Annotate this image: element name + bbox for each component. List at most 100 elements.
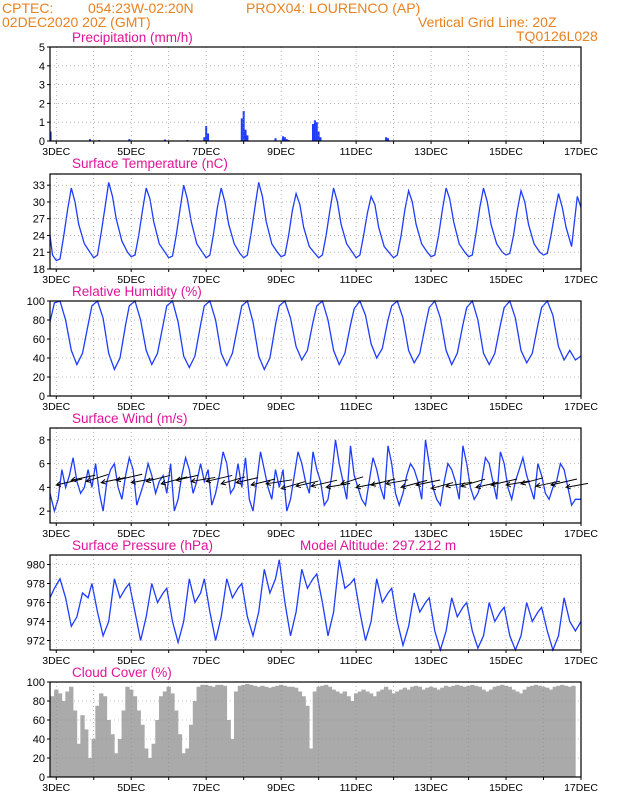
cloud-bar: [301, 696, 306, 777]
cloud-bar: [189, 724, 194, 777]
cloud-bar: [335, 691, 340, 777]
cloud-bar: [425, 687, 430, 777]
cloud-bar: [252, 685, 258, 777]
cloud-bar: [548, 689, 554, 777]
cloud-bar: [503, 685, 509, 777]
x-tick-label: 5DEC: [117, 274, 145, 286]
precip-bar: [49, 131, 52, 141]
cloud-bar: [376, 691, 381, 777]
cloud-bar: [522, 689, 527, 777]
cloud-bar: [162, 691, 168, 777]
wind-arrow: [175, 474, 199, 483]
cloud-bar: [297, 691, 303, 777]
cloud-bar: [372, 696, 378, 777]
header-line1-left: CPTEC:: [2, 0, 54, 16]
cloud-bar: [331, 689, 336, 777]
cloud-bar: [432, 687, 437, 777]
cloud-bar: [462, 686, 467, 777]
cloud-bar: [571, 685, 576, 777]
panel-6: Cloud Cover (%) 0 20 40 60 80 100 3DEC 5DEC 7DEC 9…: [27, 665, 599, 794]
wind-arrow: [265, 479, 293, 486]
cloud-bar: [76, 743, 81, 777]
wind-arrow: [295, 480, 319, 489]
precip-bar: [312, 124, 315, 141]
wind-arrow: [445, 481, 473, 489]
cloud-bar: [61, 701, 66, 777]
cloud-bar: [177, 734, 183, 777]
cloud-bar: [226, 720, 231, 777]
y-tick-label: 20: [33, 753, 45, 765]
y-tick-label: 974: [27, 617, 45, 629]
series-line: [49, 299, 582, 372]
precip-bar: [242, 110, 245, 141]
x-tick-label: 13DEC: [414, 782, 448, 794]
series-line: [49, 439, 581, 514]
header-date: 02DEC2020 20Z (GMT): [2, 14, 151, 30]
cloud-bar: [563, 685, 569, 777]
cloud-bar: [387, 689, 393, 777]
panel-frame: [49, 427, 582, 524]
y-tick-label: 1: [39, 117, 45, 129]
cloud-bar: [140, 724, 145, 777]
cloud-bar: [496, 685, 501, 777]
cloud-bar: [219, 684, 224, 777]
cloud-bar: [365, 691, 370, 777]
x-tick-label: 13DEC: [414, 146, 448, 158]
x-tick-label: 7DEC: [192, 655, 220, 667]
cloud-bar: [515, 691, 520, 777]
cloud-bar: [481, 689, 486, 777]
cloud-bar: [275, 685, 280, 777]
x-tick-label: 3DEC: [42, 146, 70, 158]
x-tick-label: 5DEC: [117, 782, 145, 794]
x-tick-label: 5DEC: [117, 528, 145, 540]
cloud-bar: [402, 687, 408, 777]
y-tick-label: 100: [27, 677, 45, 689]
cloud-bar: [256, 686, 261, 777]
cloud-bar: [87, 758, 93, 777]
wind-arrow: [130, 478, 154, 485]
cloud-bar: [353, 693, 359, 777]
cloud-bar: [222, 685, 228, 777]
y-tick-label: 5: [39, 42, 45, 54]
cloud-bar: [290, 686, 295, 777]
cloud-bar: [166, 686, 171, 777]
precip-bar: [319, 137, 322, 141]
wind-arrow: [415, 479, 441, 487]
cloud-bar: [526, 686, 531, 777]
cloud-bar: [305, 705, 310, 777]
cloud-bar: [451, 685, 456, 777]
model-altitude-label: Model Altitude: 297.212 m: [300, 538, 456, 553]
precip-bar: [282, 136, 285, 141]
cloud-bar: [466, 685, 471, 777]
precip-bar: [240, 118, 243, 141]
cloud-bar: [125, 686, 130, 777]
cloud-bar: [57, 693, 63, 777]
cloud-bar: [391, 693, 396, 777]
cloud-bar: [185, 748, 190, 777]
x-tick-label: 17DEC: [564, 782, 598, 794]
cloud-bar: [500, 684, 505, 777]
precip-bar: [385, 137, 388, 141]
precip-bar: [386, 138, 389, 141]
panel-frame: [49, 681, 582, 778]
precip-bar: [313, 120, 316, 141]
cloud-bar: [308, 748, 314, 777]
wind-arrow: [535, 480, 561, 489]
cloud-bar: [368, 693, 374, 777]
header-grid-note: Vertical Grid Line: 20Z: [418, 14, 557, 30]
x-tick-label: 3DEC: [42, 782, 70, 794]
cloud-bar: [207, 685, 213, 777]
header-station: PROX04: LOURENCO (AP): [246, 0, 421, 16]
wind-arrow: [190, 476, 216, 484]
x-tick-label: 11DEC: [340, 274, 373, 286]
panel-frame: [49, 300, 582, 397]
cloud-bar: [361, 689, 366, 777]
x-tick-label: 15DEC: [489, 782, 523, 794]
y-tick-label: 80: [33, 315, 45, 327]
x-tick-label: 9DEC: [267, 528, 295, 540]
cloud-bar: [488, 689, 494, 777]
precip-bar: [163, 139, 166, 141]
cloud-bar: [417, 686, 422, 777]
x-tick-label: 7DEC: [192, 274, 220, 286]
y-tick-label: 980: [27, 560, 45, 572]
